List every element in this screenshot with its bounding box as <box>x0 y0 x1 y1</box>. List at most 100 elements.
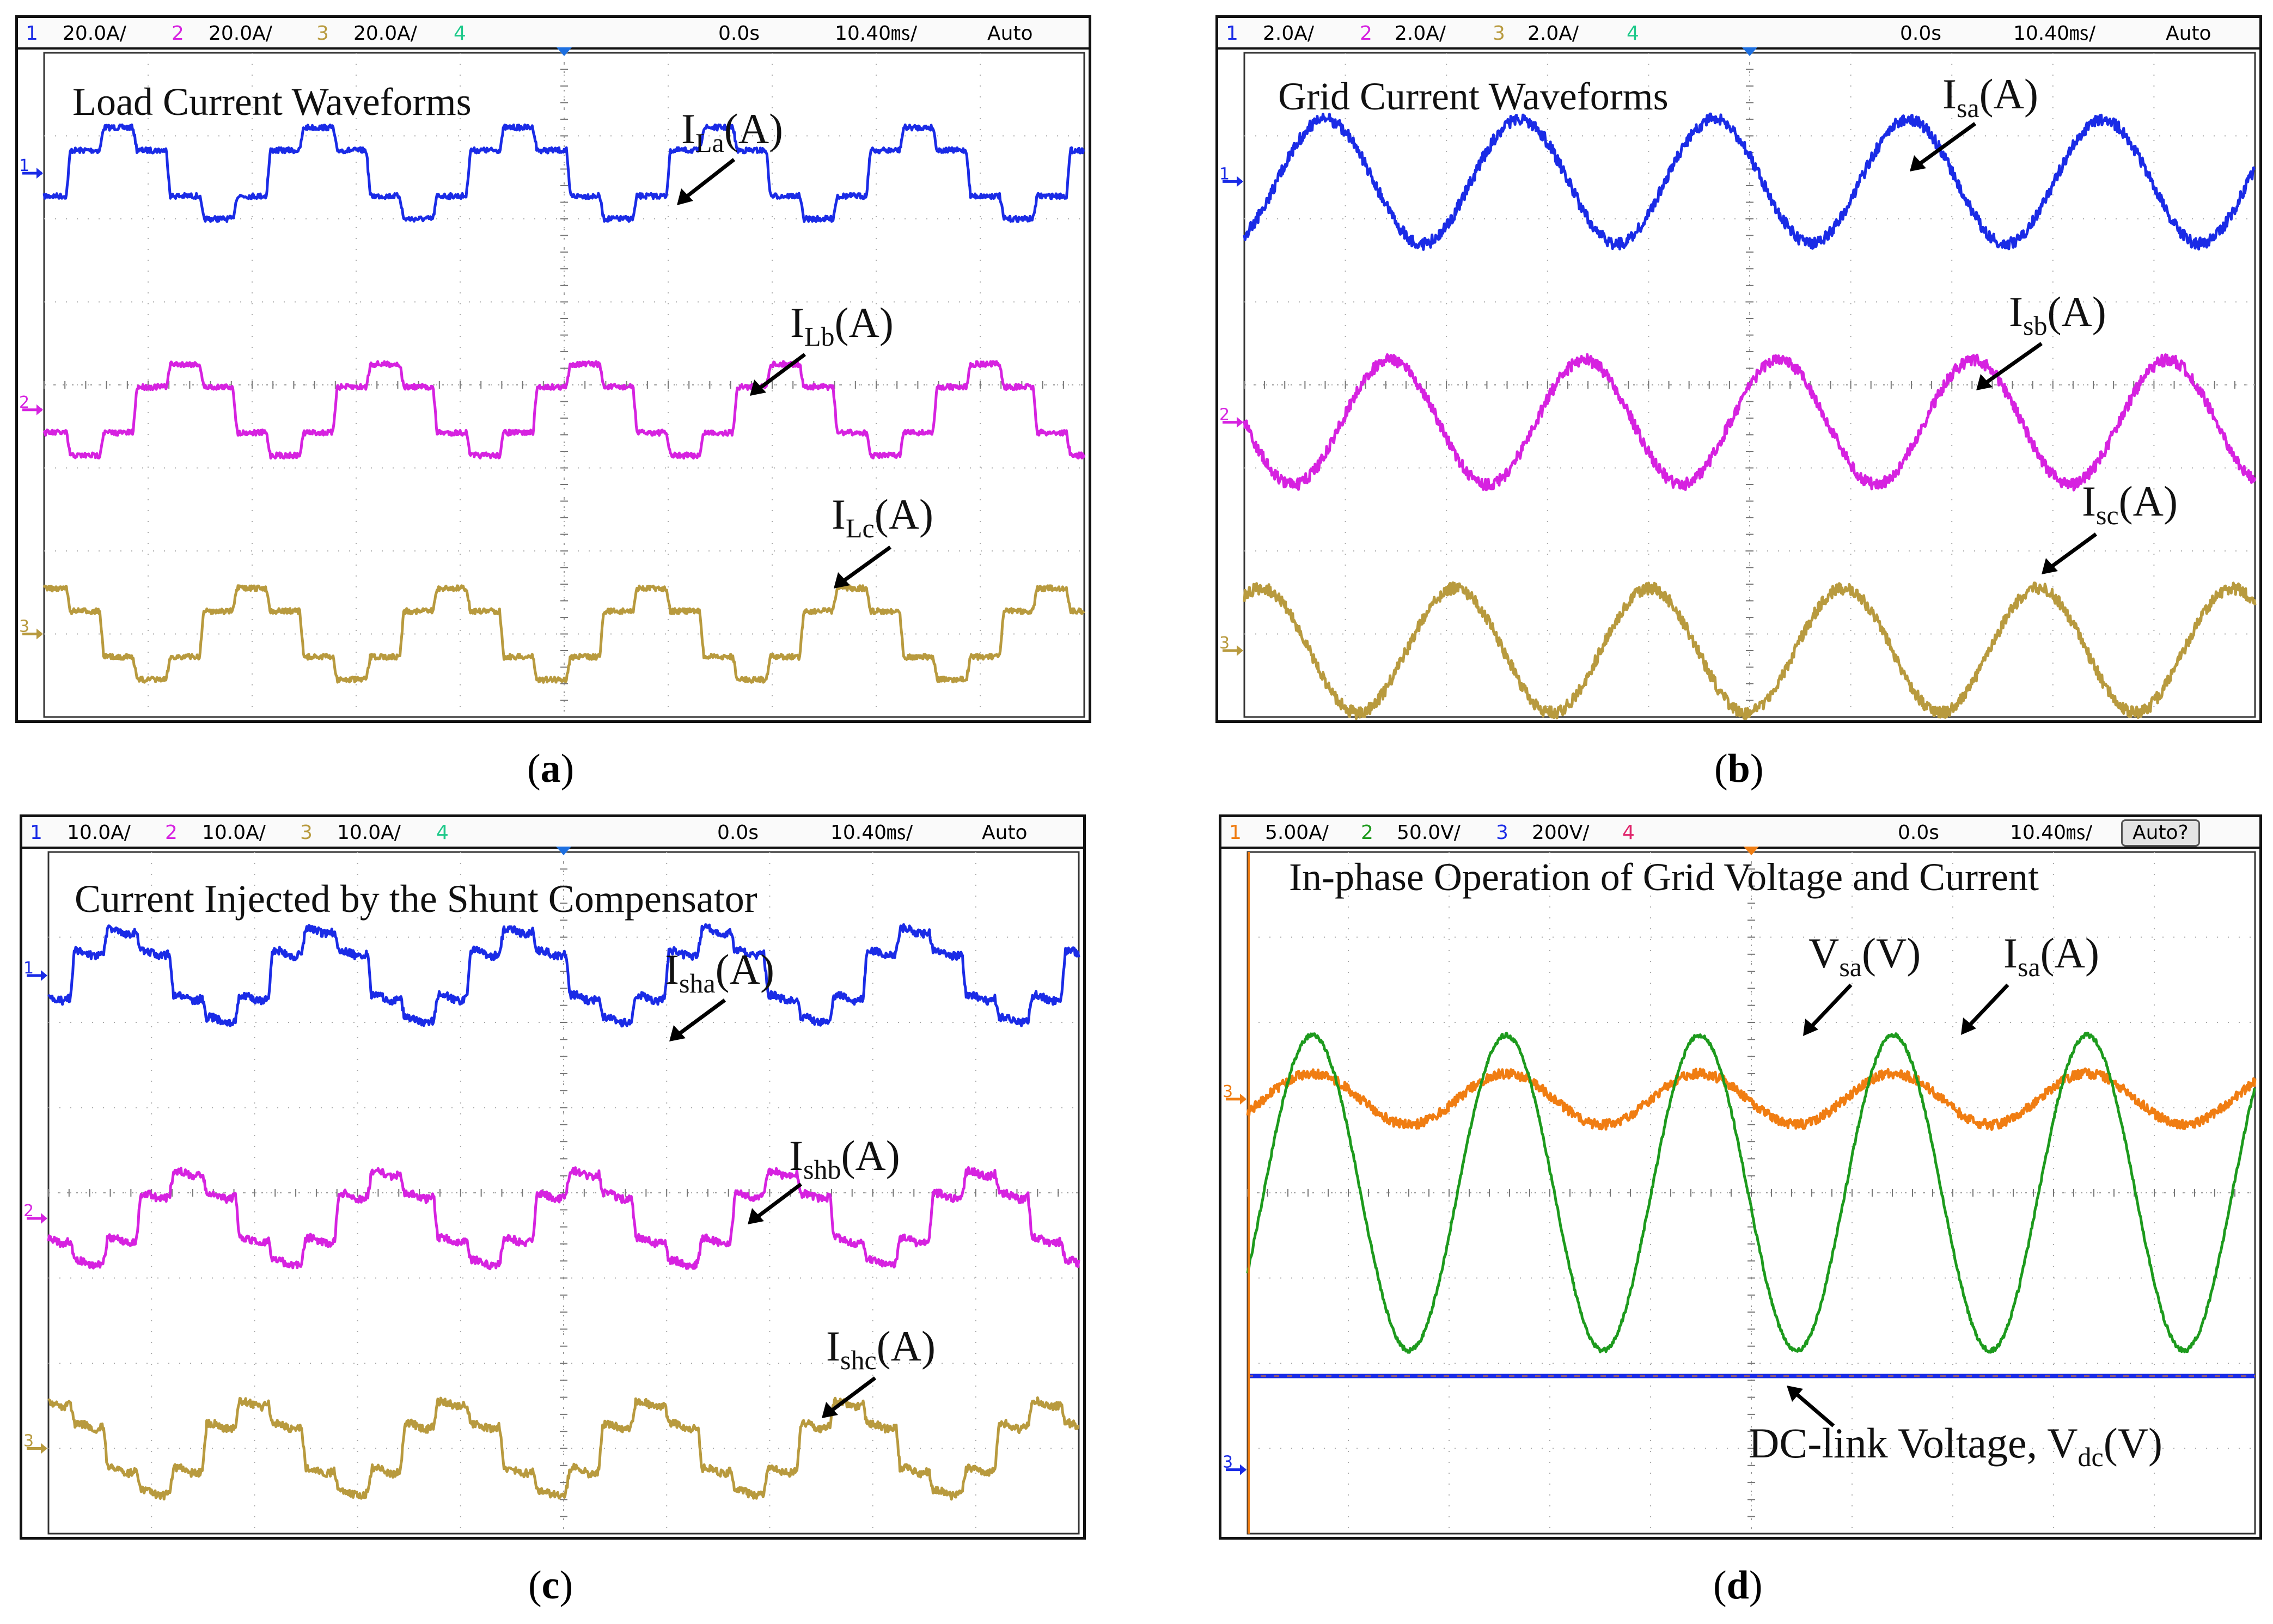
signal-label-ila: ILa(A) <box>681 105 783 158</box>
ground-marker-ch1-number: 1 <box>1219 164 1230 183</box>
acq-mode: Auto <box>987 22 1033 45</box>
arrow-vdc <box>1787 1386 1835 1427</box>
acq-mode: Auto <box>2166 22 2211 45</box>
scope-screen: 1 2 3 Grid Current Waveforms Isa(A) Isb(A)… <box>1219 47 2257 720</box>
ch3-label: 3 <box>1496 822 1508 844</box>
ground-marker-ch1-number: 1 <box>23 959 34 978</box>
scope-screen: 3 3 In-phase Operation of Grid Voltage an… <box>1223 847 2257 1535</box>
ground-marker-ch3-number: 3 <box>1219 634 1230 653</box>
signal-label-isa: Isa(A) <box>2003 929 2099 982</box>
trace-Ishb(A) <box>47 1166 1080 1271</box>
panel-a: 1 20.0A/ 2 20.0A/ 3 20.0A/ 4 0.0s 10.40㎳… <box>15 15 1091 723</box>
panel-title: Grid Current Waveforms <box>1278 75 1669 118</box>
ch2-label: 2 <box>1360 22 1372 45</box>
trigger-time: 0.0s <box>718 22 760 45</box>
ch1-scale: 5.00A/ <box>1265 822 1329 844</box>
ch3-scale: 10.0A/ <box>337 822 401 844</box>
trigger-marker <box>556 847 571 855</box>
ground-marker-ch3-arrow <box>36 628 43 640</box>
trace-Isc(A) <box>1243 581 2257 720</box>
panel-label-d: (d) <box>1713 1563 1763 1608</box>
scope-header: 1 10.0A/ 2 10.0A/ 3 10.0A/ 4 0.0s 10.40㎳… <box>22 817 1083 849</box>
ch3-label: 3 <box>1493 22 1505 45</box>
trace-Isa(A) <box>1243 112 2256 251</box>
scope-header: 1 2.0A/ 2 2.0A/ 3 2.0A/ 4 0.0s 10.40㎳/ A… <box>1218 18 2259 50</box>
trace-Isha(A) <box>47 923 1080 1028</box>
arrow-ilc <box>834 546 892 589</box>
panel-title: Load Current Waveforms <box>72 80 472 124</box>
panel-b: 1 2.0A/ 2 2.0A/ 3 2.0A/ 4 0.0s 10.40㎳/ A… <box>1215 15 2262 723</box>
signal-label-ishb: Ishb(A) <box>789 1132 900 1185</box>
ground-marker-ch3-number: 3 <box>19 617 29 636</box>
trace-ILa(A) <box>42 123 1085 223</box>
ch2-label: 2 <box>172 22 184 45</box>
signal-label-ilb: ILb(A) <box>790 299 894 352</box>
ch1-scale: 2.0A/ <box>1263 22 1315 45</box>
ch2-label: 2 <box>165 822 178 844</box>
scope-screen: 1 2 3 Current Injected by the Shunt Compen… <box>23 847 1080 1535</box>
panel-label-a: (a) <box>527 746 575 791</box>
arrow-isha <box>669 998 726 1041</box>
ch3-scale: 200V/ <box>1532 822 1590 844</box>
signal-label-ishc: Ishc(A) <box>826 1322 936 1375</box>
ground-marker-ch1-arrow <box>36 168 43 179</box>
ground-marker-ch1-arrow <box>41 970 47 981</box>
ch4-label: 4 <box>436 822 449 844</box>
ground-marker-ch3-arrow <box>41 1443 47 1454</box>
trace-ILb(A) <box>42 360 1086 460</box>
signal-label-isa: Isa(A) <box>1942 70 2038 123</box>
signal-label-isb: Isb(A) <box>2009 288 2106 341</box>
ch2-label: 2 <box>1361 822 1373 844</box>
panel-label-b: (b) <box>1714 746 1764 791</box>
ch4-label: 4 <box>1627 22 1639 45</box>
trace-Ishc(A) <box>47 1396 1080 1501</box>
ch1-label: 1 <box>1229 822 1242 844</box>
ch3-scale: 20.0A/ <box>353 22 417 45</box>
acq-mode: Auto <box>982 822 1028 844</box>
timebase: 10.40㎳/ <box>830 822 913 844</box>
panel-label-c: (c) <box>528 1563 573 1608</box>
acq-mode-button[interactable]: Auto? <box>2121 819 2200 847</box>
ground-marker-ch2-number: 2 <box>19 393 29 412</box>
trace-Isa(A) <box>1246 1067 2257 1131</box>
ground-marker-ch1-arrow <box>1237 176 1243 187</box>
ch3-scale: 2.0A/ <box>1527 22 1579 45</box>
scope-header: 1 20.0A/ 2 20.0A/ 3 20.0A/ 4 0.0s 10.40㎳… <box>18 18 1089 50</box>
trigger-marker <box>557 47 572 56</box>
signal-label-ilc: ILc(A) <box>832 491 933 543</box>
trace-Isb(A) <box>1243 353 2257 492</box>
trigger-time: 0.0s <box>717 822 759 844</box>
signal-label-isha: Isha(A) <box>665 946 774 998</box>
trace-ILc(A) <box>42 584 1085 684</box>
ground-marker-ch2-arrow <box>1237 416 1243 428</box>
ground-marker-ch3-number: 3 <box>1223 1453 1233 1472</box>
arrow-ishb <box>748 1182 803 1224</box>
ch1-label: 1 <box>30 822 42 844</box>
ground-marker-ch1-number: 3 <box>1223 1082 1233 1101</box>
ch2-scale: 20.0A/ <box>209 22 272 45</box>
panel-title: Current Injected by the Shunt Compensato… <box>75 877 757 921</box>
trigger-marker <box>1742 47 1757 56</box>
ch2-scale: 2.0A/ <box>1395 22 1446 45</box>
arrow-isb <box>1976 342 2043 390</box>
arrow-isa <box>1910 122 1977 171</box>
ch2-scale: 50.0V/ <box>1397 822 1461 844</box>
ch1-scale: 10.0A/ <box>67 822 131 844</box>
trigger-time: 0.0s <box>1898 822 1940 844</box>
timebase: 10.40㎳/ <box>835 22 918 45</box>
ch1-scale: 20.0A/ <box>63 22 126 45</box>
signal-label-vdc: DC-link Voltage, Vdc(V) <box>1749 1419 2162 1472</box>
ground-marker-ch2-number: 2 <box>23 1202 34 1221</box>
arrow-isa <box>1961 983 2009 1035</box>
panel-title: In-phase Operation of Grid Voltage and C… <box>1289 855 2039 899</box>
scope-header: 1 5.00A/ 2 50.0V/ 3 200V/ 4 0.0s 10.40㎳/… <box>1221 817 2259 849</box>
signal-label-isc: Isc(A) <box>2082 477 2178 530</box>
panel-c: 1 10.0A/ 2 10.0A/ 3 10.0A/ 4 0.0s 10.40㎳… <box>20 814 1086 1540</box>
ground-marker-ch3-number: 3 <box>23 1432 34 1451</box>
trigger-marker <box>1744 847 1759 855</box>
ch2-scale: 10.0A/ <box>202 822 266 844</box>
trigger-time: 0.0s <box>1900 22 1942 45</box>
arrow-ishc <box>822 1376 877 1418</box>
arrow-isc <box>2042 532 2098 574</box>
timebase: 10.40㎳/ <box>2013 22 2096 45</box>
